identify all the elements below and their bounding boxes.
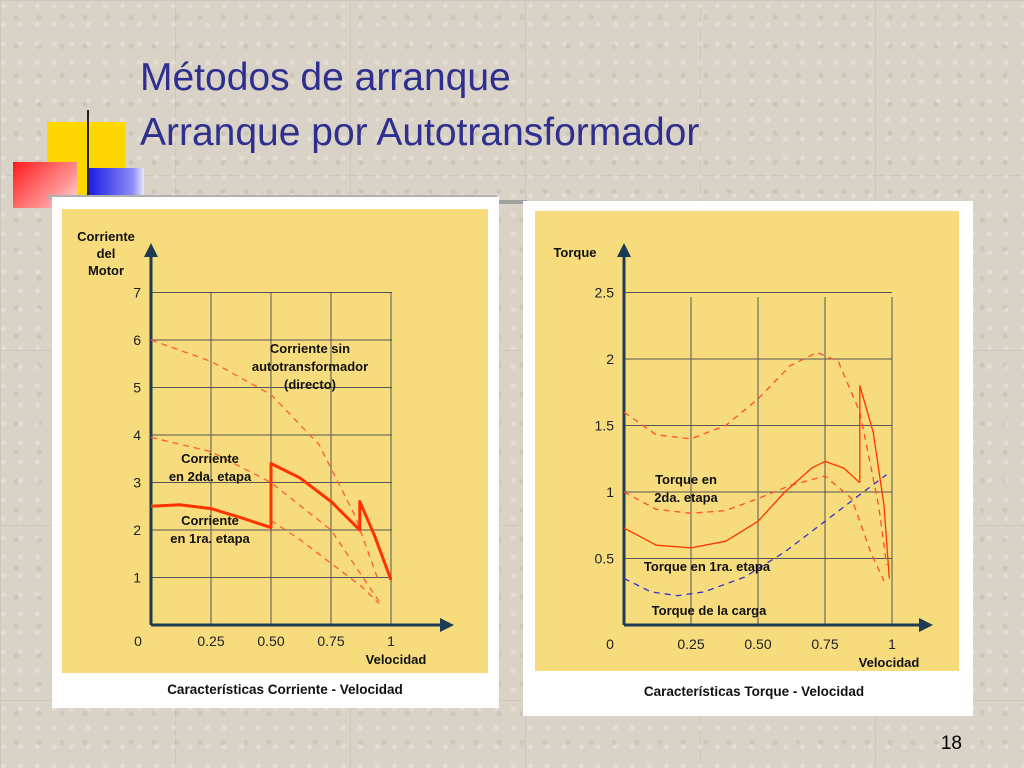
x-tick-label: 0.75 [317,633,344,649]
x-tick-label: 1 [387,633,395,649]
chart-background [62,209,488,673]
chart-annotation: Corriente [181,451,239,466]
x-axis-label: Velocidad [859,655,920,670]
y-axis-label: Motor [88,263,124,278]
chart-annotation: Corriente sin [270,341,350,356]
current-speed-chart: 1 2 3 4 5 6 7 0 0.25 0.50 0.75 1 Corriente del Motor Ve… [62,209,488,697]
page-number: 18 [940,733,962,754]
y-tick-label: 3 [133,475,141,491]
chart-background [535,211,959,671]
series-line [150,436,380,602]
slide-subtitle: Arranque por Autotransformador [140,111,700,154]
series-line [270,519,380,605]
chart-annotation: en 1ra. etapa [170,531,250,546]
current-speed-chart-panel: 1 2 3 4 5 6 7 0 0.25 0.50 0.75 1 Corriente del Motor Ve… [52,197,499,708]
x-axis-arrow [440,618,454,632]
series-line [623,475,885,582]
y-tick-label: 5 [133,380,141,396]
series-line [150,462,393,581]
y-tick-label: 1 [133,570,141,586]
y-tick-label: 0.5 [595,551,615,567]
chart-title: Características Corriente - Velocidad [167,682,403,697]
y-axis-arrow [617,243,631,257]
y-tick-label: 1.5 [595,418,615,434]
y-tick-label: 2 [606,351,614,367]
chart-annotation: Torque en [655,472,717,487]
series-line [623,474,887,597]
deco-horizontal-line-right [497,200,527,204]
y-axis-label: del [97,246,116,261]
x-tick-label: 1 [888,636,896,652]
y-axis-label: Corriente [77,229,135,244]
y-tick-label: 2 [133,522,141,538]
chart-annotation: autotransformador [252,359,368,374]
y-tick-label: 6 [133,332,141,348]
x-tick-label: 0.25 [197,633,224,649]
x-tick-label: 0.50 [257,633,284,649]
series-line [623,460,861,549]
y-axis-label: Torque [553,245,596,260]
series-line [859,384,890,579]
x-origin-label: 0 [606,636,614,652]
x-tick-label: 0.75 [811,636,838,652]
slide-title: Métodos de arranque [140,56,511,99]
chart-annotation: en 2da. etapa [169,469,252,484]
series-line [150,339,380,583]
y-tick-label: 1 [606,484,614,500]
deco-vertical-line [87,110,89,206]
torque-speed-chart: 0.5 1 1.5 2 2.5 0.25 0.50 0.75 1 0 Torque Velocidad… [535,211,959,699]
x-axis-arrow [919,618,933,632]
chart-annotation: Torque en 1ra. etapa [644,559,771,574]
chart-annotation: Corriente [181,513,239,528]
y-tick-label: 7 [133,285,141,301]
x-tick-label: 0.50 [744,636,771,652]
torque-speed-chart-panel: 0.5 1 1.5 2 2.5 0.25 0.50 0.75 1 0 Torque Velocidad… [523,201,973,716]
chart-annotation: (directo) [284,377,336,392]
y-tick-label: 4 [133,427,141,443]
chart-annotation: 2da. etapa [654,490,718,505]
x-tick-label: 0.25 [677,636,704,652]
x-tick-label: 0 [134,633,142,649]
chart-annotation: Torque de la carga [652,603,767,618]
chart-title: Características Torque - Velocidad [644,684,864,699]
series-line [623,351,888,566]
x-axis-label: Velocidad [366,652,427,667]
y-axis-arrow [144,243,158,257]
y-tick-label: 2.5 [595,285,615,301]
